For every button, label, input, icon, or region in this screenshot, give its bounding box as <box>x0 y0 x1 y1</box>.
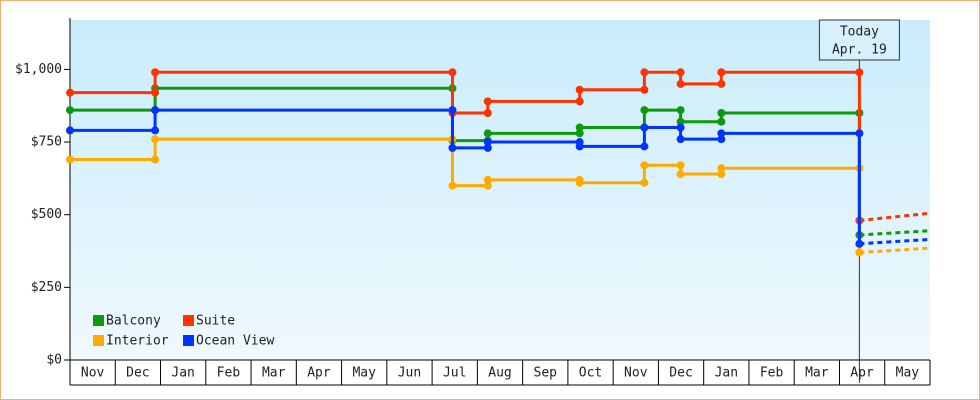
point <box>66 155 74 164</box>
today-label: Today <box>840 25 879 40</box>
point-end <box>676 106 685 115</box>
legend-swatch <box>93 335 104 346</box>
point-end <box>717 135 726 144</box>
point <box>575 142 584 151</box>
x-tick-label: Apr <box>307 366 331 381</box>
point-end <box>575 97 584 106</box>
point <box>151 106 160 115</box>
point-end <box>640 85 649 94</box>
point-end <box>151 126 160 135</box>
forecast-line <box>859 246 931 254</box>
plot-area <box>70 20 930 360</box>
point-end <box>483 143 492 152</box>
point <box>717 164 726 173</box>
point-end <box>855 129 864 138</box>
x-tick-label: Dec <box>126 366 149 381</box>
point-end <box>676 123 685 132</box>
x-tick-label: Nov <box>624 366 648 381</box>
x-tick-label: Aug <box>488 366 511 381</box>
point-end <box>640 178 649 187</box>
legend-label: Suite <box>196 314 235 329</box>
point <box>483 129 492 138</box>
forecast-line <box>859 211 931 223</box>
x-tick-label: Jul <box>443 366 466 381</box>
x-tick-label: Jan <box>715 366 738 381</box>
point-end <box>676 161 685 170</box>
point-end <box>855 68 864 77</box>
point <box>483 138 492 147</box>
today-date: Apr. 19 <box>832 43 887 58</box>
point <box>640 68 649 77</box>
point <box>855 239 864 248</box>
x-tick-label: Feb <box>217 366 241 381</box>
y-tick-label: $0 <box>46 353 62 368</box>
point-end <box>676 68 685 77</box>
x-tick-label: May <box>896 366 920 381</box>
x-tick-label: Mar <box>805 366 829 381</box>
point <box>483 97 492 106</box>
x-tick-label: Jun <box>398 366 421 381</box>
forecast-line <box>859 229 931 237</box>
y-tick-label: $1,000 <box>15 62 62 77</box>
point <box>575 123 584 132</box>
x-tick-label: Apr <box>850 366 874 381</box>
x-tick-label: Mar <box>262 366 286 381</box>
legend-swatch <box>183 315 194 326</box>
point <box>483 175 492 184</box>
point <box>66 106 74 115</box>
point <box>717 108 726 117</box>
point <box>640 106 649 115</box>
x-tick-label: May <box>352 366 376 381</box>
point <box>717 68 726 77</box>
point-end <box>483 108 492 117</box>
point <box>855 248 864 257</box>
legend-label: Interior <box>106 334 169 349</box>
point <box>676 79 685 88</box>
x-tick-label: Nov <box>81 366 105 381</box>
point <box>575 85 584 94</box>
x-tick-label: Jan <box>171 366 194 381</box>
point <box>151 68 160 77</box>
point-end <box>640 142 649 151</box>
point <box>640 123 649 132</box>
y-tick-label: $250 <box>31 280 62 295</box>
point <box>717 129 726 138</box>
y-tick-label: $500 <box>31 207 62 222</box>
x-tick-label: Feb <box>760 366 784 381</box>
point <box>448 181 457 190</box>
point <box>66 88 74 97</box>
point <box>676 170 685 179</box>
x-tick-label: Dec <box>669 366 692 381</box>
point-end <box>717 79 726 88</box>
legend-label: Balcony <box>106 314 161 329</box>
point-end <box>151 88 160 97</box>
point-end <box>717 117 726 126</box>
x-tick-label: Sep <box>534 366 558 381</box>
x-tick-label: Oct <box>579 366 602 381</box>
forecast-line <box>859 237 931 246</box>
point-end <box>151 155 160 164</box>
point <box>448 143 457 152</box>
legend-swatch <box>183 335 194 346</box>
point <box>676 135 685 144</box>
point-end <box>483 181 492 190</box>
point-end <box>448 106 457 115</box>
legend-label: Ocean View <box>196 334 274 349</box>
point <box>66 126 74 135</box>
point <box>575 178 584 187</box>
legend-swatch <box>93 315 104 326</box>
y-tick-label: $750 <box>31 135 62 150</box>
point <box>151 135 160 144</box>
point-end <box>717 170 726 179</box>
point <box>676 117 685 126</box>
today-box <box>818 19 900 61</box>
point-end <box>575 129 584 138</box>
point-end <box>448 68 457 77</box>
point <box>640 161 649 170</box>
